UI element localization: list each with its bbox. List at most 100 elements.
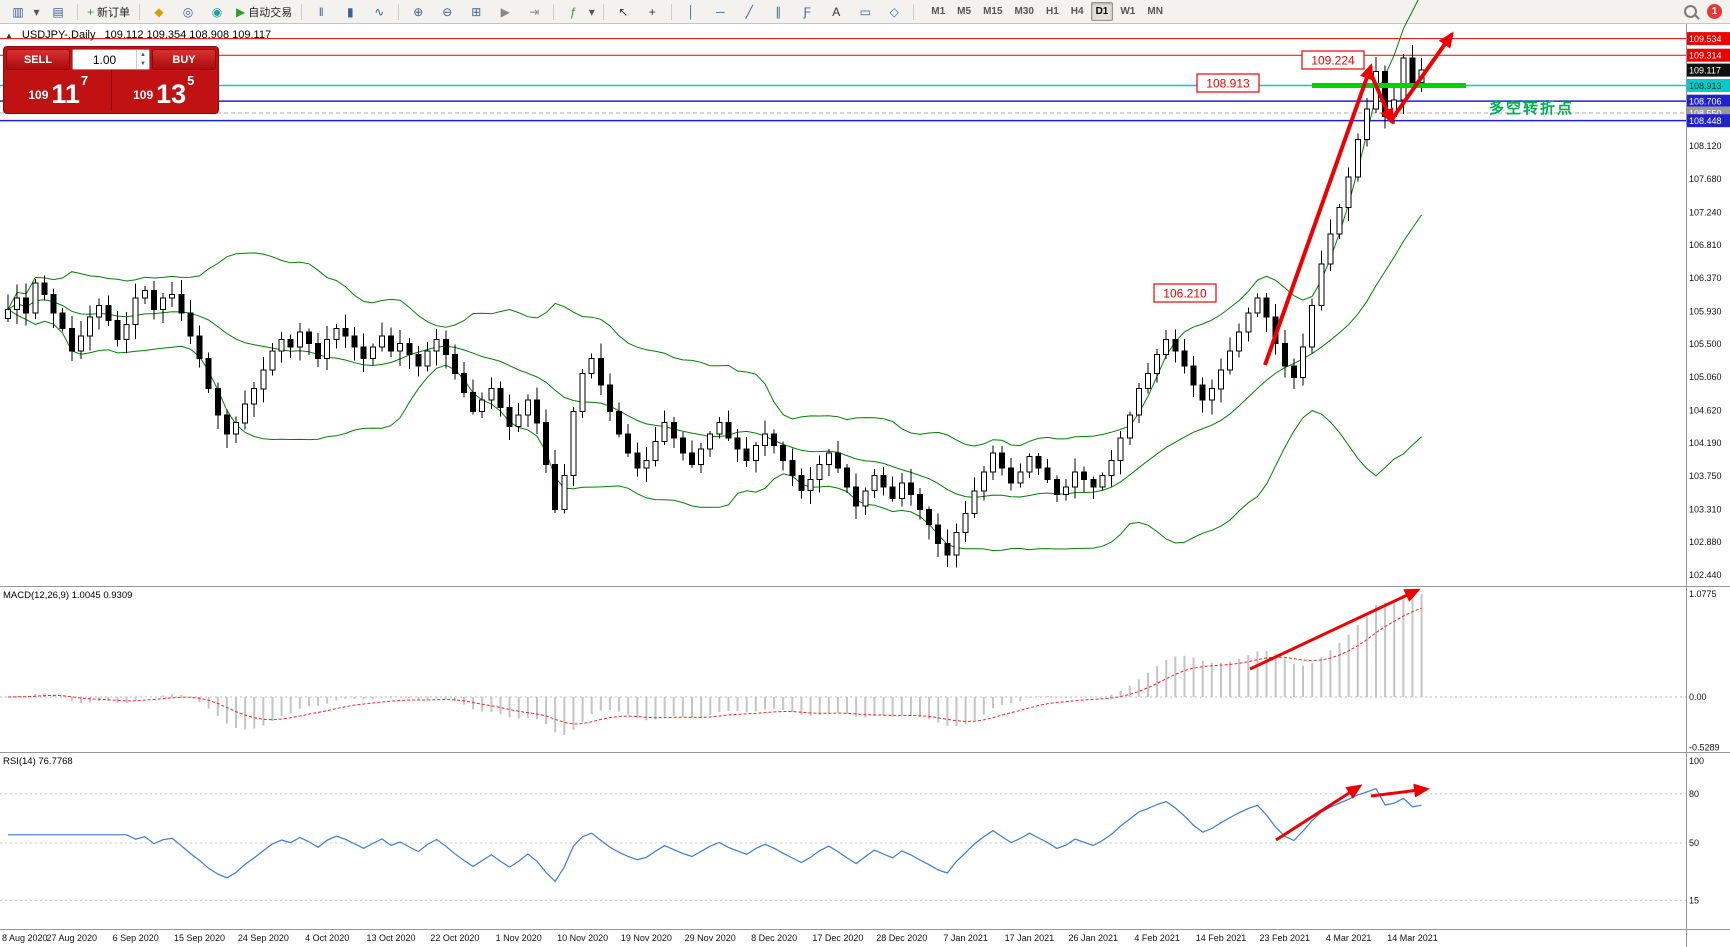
- price-label-box[interactable]: [1301, 50, 1365, 70]
- chart-bars-button[interactable]: ‖: [307, 1, 335, 23]
- metaeditor-button[interactable]: ◆: [145, 1, 173, 23]
- chart-candles-button[interactable]: ▮: [336, 1, 364, 23]
- bollinger-upper: [7, 0, 1419, 447]
- timeframe-w1[interactable]: W1: [1120, 6, 1136, 17]
- date-label: 27 Aug 2020: [47, 933, 98, 943]
- sell-price: 109 11 7: [6, 70, 111, 111]
- svg-text:109.314: 109.314: [1689, 51, 1722, 61]
- market-button[interactable]: ◎: [174, 1, 202, 23]
- sell-price-main: 11: [51, 79, 80, 109]
- price-label-box[interactable]: [1153, 283, 1217, 303]
- chart-line-button[interactable]: ∿: [365, 1, 393, 23]
- timeframe-m1[interactable]: M1: [931, 6, 946, 17]
- main-price-panel[interactable]: [0, 0, 1686, 568]
- trend-arrow[interactable]: [1369, 73, 1394, 125]
- svg-text:105.060: 105.060: [1689, 372, 1722, 382]
- chart-shift-button[interactable]: ⇥: [520, 1, 548, 23]
- chart-shift-icon: ⇥: [529, 4, 540, 19]
- cursor-button[interactable]: ↖: [609, 1, 637, 23]
- zoom-in-button[interactable]: ⊕: [404, 1, 432, 23]
- candles: [5, 45, 1425, 568]
- lot-decrease-button[interactable]: ▼: [140, 61, 146, 68]
- new-chart-dropdown[interactable]: ▾: [30, 1, 43, 23]
- timeframe-m5[interactable]: M5: [957, 6, 972, 17]
- svg-text:50: 50: [1689, 838, 1699, 848]
- auto-scroll-button[interactable]: ▶: [491, 1, 519, 23]
- price-axis[interactable]: 109.534 109.314 109.117 108.913 108.706 108.5…: [0, 24, 1730, 947]
- sell-button[interactable]: SELL: [6, 49, 70, 70]
- date-label: 10 Nov 2020: [557, 933, 608, 943]
- profiles-button[interactable]: ▤: [44, 1, 72, 23]
- hline-button[interactable]: ─: [706, 1, 734, 23]
- fibonacci-icon: Ƒ: [803, 4, 811, 19]
- notification-badge[interactable]: 1: [1707, 4, 1722, 19]
- svg-text:108.706: 108.706: [1689, 97, 1722, 107]
- svg-text:15: 15: [1689, 895, 1699, 905]
- date-label: 7 Jan 2021: [943, 933, 988, 943]
- channel-button[interactable]: ∥: [764, 1, 792, 23]
- chart-candles-icon: ▮: [346, 4, 354, 19]
- search-icon[interactable]: [1684, 5, 1697, 18]
- trendline-button[interactable]: ╱: [735, 1, 763, 23]
- toolbar-separator: [553, 3, 555, 20]
- alerts-button[interactable]: ◉: [203, 1, 231, 23]
- chart-bars-icon: ‖: [318, 4, 324, 19]
- timeframe-m15[interactable]: M15: [983, 6, 1003, 17]
- lot-increase-button[interactable]: ▲: [140, 51, 146, 58]
- autotrading-button[interactable]: ▶ 自动交易: [232, 1, 296, 23]
- date-label: 22 Oct 2020: [430, 933, 479, 943]
- fibonacci-button[interactable]: Ƒ: [793, 1, 821, 23]
- bollinger-lower: [7, 308, 1422, 552]
- vline-button[interactable]: │: [677, 1, 705, 23]
- zoom-out-button[interactable]: ⊖: [433, 1, 461, 23]
- shapes-button[interactable]: ◇: [880, 1, 908, 23]
- trend-arrow[interactable]: [1263, 63, 1374, 366]
- timeframe-h4[interactable]: H4: [1070, 6, 1084, 17]
- timeframe-d1[interactable]: D1: [1090, 2, 1114, 21]
- annotations: 109.224 108.913 106.210 多空转折点: [1153, 31, 1574, 366]
- svg-text:108.913: 108.913: [1206, 77, 1250, 91]
- timeframe-h1[interactable]: H1: [1045, 6, 1059, 17]
- trend-arrow[interactable]: [1275, 784, 1363, 842]
- indicators-icon: ƒ: [569, 4, 577, 19]
- date-label: 19 Nov 2020: [621, 933, 672, 943]
- crosshair-button[interactable]: +: [638, 1, 666, 23]
- trend-arrow[interactable]: [1249, 588, 1421, 671]
- buy-button[interactable]: BUY: [152, 49, 216, 70]
- timeframe-m30[interactable]: M30: [1014, 6, 1034, 17]
- alerts-icon: ◉: [211, 4, 223, 19]
- trend-arrow[interactable]: [1388, 31, 1454, 124]
- svg-text:109.117: 109.117: [1689, 66, 1721, 76]
- indicators-dropdown[interactable]: ▾: [585, 1, 598, 23]
- indicators-button[interactable]: ƒ: [559, 1, 587, 23]
- svg-text:103.750: 103.750: [1689, 471, 1722, 481]
- svg-text:106.370: 106.370: [1689, 273, 1722, 283]
- tile-windows-button[interactable]: ⊞: [462, 1, 490, 23]
- date-label: 17 Jan 2021: [1005, 933, 1055, 943]
- new-chart-button[interactable]: ▥: [4, 1, 32, 23]
- one-click-toggle-icon[interactable]: ▲: [5, 30, 13, 40]
- svg-text:108.448: 108.448: [1689, 116, 1722, 126]
- rsi-panel[interactable]: RSI(14) 76.7768: [0, 756, 1686, 901]
- trendline-icon: ╱: [745, 4, 753, 19]
- macd-panel[interactable]: MACD(12,26,9) 1.0045 0.9309: [0, 588, 1686, 735]
- turning-point-label[interactable]: 多空转折点: [1489, 99, 1574, 117]
- toolbar-separator: [139, 3, 141, 20]
- label-button[interactable]: ▭: [851, 1, 879, 23]
- price-label-box[interactable]: [1196, 73, 1260, 93]
- lot-size-field: ▲ ▼: [72, 49, 150, 70]
- bollinger-middle: [7, 214, 1423, 498]
- date-label: 29 Nov 2020: [685, 933, 736, 943]
- text-button[interactable]: A: [822, 1, 850, 23]
- timeframe-mn[interactable]: MN: [1147, 6, 1163, 17]
- vline-icon: │: [687, 4, 696, 19]
- new-order-button[interactable]: + 新订单: [83, 1, 134, 23]
- lot-size-input[interactable]: [73, 50, 136, 69]
- autotrading-icon: ▶: [236, 4, 246, 19]
- new-order-button-label: 新订单: [97, 6, 131, 19]
- symbol-info-line: ▲ USDJPY-,Daily 109.112 109.354 108.908 …: [5, 29, 271, 41]
- trend-arrow[interactable]: [1370, 783, 1430, 798]
- toolbar-separator: [603, 3, 605, 20]
